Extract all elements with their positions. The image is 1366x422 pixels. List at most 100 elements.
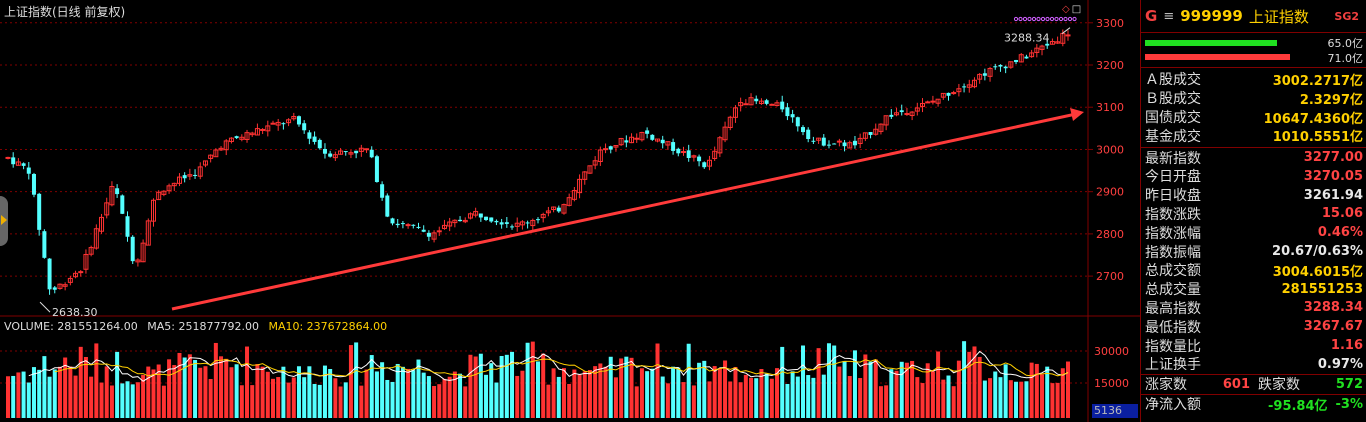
stat-label: 指数振幅 bbox=[1145, 244, 1201, 261]
candle-body bbox=[193, 174, 198, 176]
volume-bar bbox=[296, 366, 301, 418]
breadth-row: 涨家数 601 跌家数 572 bbox=[1141, 375, 1366, 395]
sg-badge[interactable]: SG2 bbox=[1334, 9, 1359, 23]
candle-body bbox=[354, 150, 359, 154]
candle-body bbox=[286, 119, 292, 124]
candle-body bbox=[421, 229, 426, 232]
candle-body bbox=[202, 160, 208, 166]
volume-bar bbox=[291, 377, 296, 418]
candle-body bbox=[176, 176, 182, 184]
volume-bar bbox=[972, 346, 977, 418]
candle-body bbox=[556, 207, 561, 212]
candle-body bbox=[332, 154, 338, 159]
volume-bar bbox=[790, 371, 795, 418]
kline-chart-area[interactable]: 2700 2800 2900 3000 3100 3200 3300 30000 15000 32… bbox=[0, 0, 1140, 422]
candle-body bbox=[395, 223, 400, 226]
candle-body bbox=[909, 111, 915, 117]
candle-body bbox=[473, 210, 479, 216]
candle-body bbox=[364, 148, 370, 151]
candle-body bbox=[660, 139, 665, 144]
candle-body bbox=[218, 147, 224, 151]
volume-bar bbox=[239, 385, 244, 418]
candle-body bbox=[540, 213, 546, 219]
buy-power-bar bbox=[1145, 40, 1277, 46]
volume-bar bbox=[852, 350, 857, 418]
volume-bar bbox=[250, 385, 255, 418]
volume-unit-marker: 5136 bbox=[1092, 404, 1138, 418]
volume-bar bbox=[660, 376, 665, 418]
candle-body bbox=[634, 137, 640, 140]
candle-body bbox=[597, 149, 603, 162]
stat-label: 最高指数 bbox=[1145, 300, 1201, 317]
volume-bar bbox=[31, 367, 36, 418]
candle-body bbox=[73, 272, 79, 278]
stat-label: 最低指数 bbox=[1145, 319, 1201, 336]
volume-bar bbox=[89, 376, 94, 418]
candle-body bbox=[150, 199, 156, 222]
candle-body bbox=[691, 155, 697, 158]
turnover-label: 国债成交 bbox=[1145, 110, 1201, 126]
candle-body bbox=[956, 88, 962, 93]
stat-row: 指数涨幅 0.46% bbox=[1141, 223, 1366, 242]
volume-bar bbox=[203, 366, 208, 418]
volume-bar bbox=[582, 371, 587, 418]
candle-body bbox=[21, 163, 26, 166]
candle-body bbox=[270, 122, 276, 125]
stat-value: 15.06 bbox=[1321, 206, 1363, 222]
candle-body bbox=[987, 67, 993, 77]
stat-value: 0.97% bbox=[1317, 356, 1363, 372]
volume-bar bbox=[504, 354, 509, 418]
candle-body bbox=[416, 226, 421, 228]
candle-body bbox=[234, 136, 239, 139]
volume-bar bbox=[348, 345, 353, 418]
stat-row: 指数量比 1.16 bbox=[1141, 336, 1366, 355]
group-prefix[interactable]: G bbox=[1145, 7, 1158, 25]
low-price-label: 2638.30 bbox=[52, 306, 98, 319]
volume-bar bbox=[52, 369, 57, 418]
diamond-icon[interactable]: ◇ bbox=[1062, 4, 1070, 15]
volume-bar bbox=[416, 359, 421, 418]
candle-body bbox=[951, 92, 957, 95]
stat-value: 281551253 bbox=[1281, 281, 1363, 297]
volume-bar bbox=[130, 384, 135, 418]
volume-bar bbox=[395, 363, 400, 418]
volume-bar bbox=[780, 346, 785, 418]
volume-bar bbox=[608, 356, 613, 418]
decliners-label: 跌家数 bbox=[1258, 377, 1300, 394]
candle-body bbox=[920, 102, 926, 107]
candle-body bbox=[551, 206, 557, 211]
stat-row: 总成交额 3004.6015亿 bbox=[1141, 261, 1366, 280]
stat-row: 最高指数 3288.34 bbox=[1141, 299, 1366, 318]
volume-bar bbox=[515, 375, 520, 418]
chart-corner-controls[interactable]: ◇ □ bbox=[1062, 4, 1081, 15]
price-tick-label: 2800 bbox=[1096, 228, 1124, 241]
candle-body bbox=[883, 115, 889, 126]
volume-bar bbox=[686, 343, 691, 418]
candle-body bbox=[296, 116, 301, 125]
square-icon[interactable]: □ bbox=[1071, 4, 1082, 15]
volume-bar bbox=[785, 383, 790, 418]
volume-bar bbox=[530, 341, 535, 418]
volume-bar bbox=[245, 346, 250, 418]
candle-body bbox=[821, 137, 826, 146]
volume-bar bbox=[634, 386, 639, 418]
candle-body bbox=[645, 130, 650, 134]
candle-body bbox=[1065, 34, 1071, 37]
collapse-left-tab[interactable] bbox=[0, 196, 8, 246]
netflow-value: -95.84亿 bbox=[1268, 398, 1328, 414]
kline-chart[interactable]: 2700 2800 2900 3000 3100 3200 3300 30000 15000 32… bbox=[0, 0, 1140, 422]
candle-body bbox=[525, 222, 530, 224]
volume-bar bbox=[691, 385, 696, 418]
candle-body bbox=[458, 219, 463, 222]
candle-body bbox=[816, 137, 822, 141]
candle-body bbox=[743, 103, 749, 106]
volume-bar bbox=[723, 360, 728, 418]
netflow-label: 净流入额 bbox=[1145, 397, 1201, 414]
volume-bar bbox=[832, 345, 837, 418]
candle-body bbox=[405, 224, 411, 227]
candle-body bbox=[925, 101, 931, 104]
candle-body bbox=[603, 148, 609, 151]
menu-icon[interactable]: ≡ bbox=[1163, 8, 1175, 24]
candle-body bbox=[328, 153, 333, 157]
volume-bar bbox=[738, 382, 743, 418]
